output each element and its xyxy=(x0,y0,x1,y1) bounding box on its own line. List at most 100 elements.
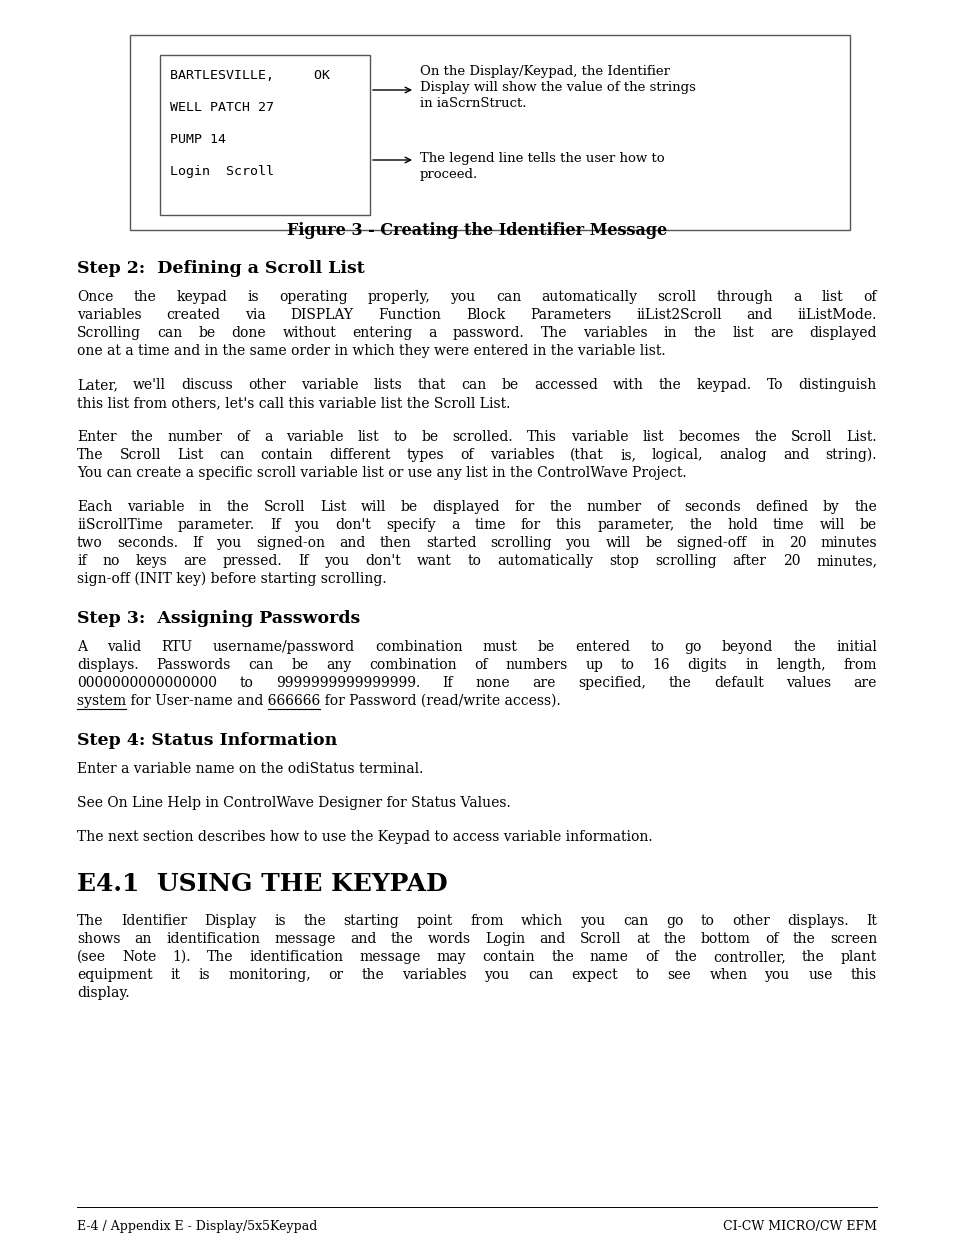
Text: list: list xyxy=(641,430,663,445)
Text: 20: 20 xyxy=(781,555,800,568)
Text: numbers: numbers xyxy=(505,658,567,672)
Text: 16: 16 xyxy=(652,658,669,672)
Text: 9999999999999999.: 9999999999999999. xyxy=(275,676,419,690)
Text: be: be xyxy=(400,500,417,514)
Text: a: a xyxy=(793,290,801,304)
Text: Display will show the value of the strings: Display will show the value of the strin… xyxy=(419,82,695,94)
Text: operating: operating xyxy=(278,290,347,304)
Text: bottom: bottom xyxy=(700,932,750,946)
Text: in: in xyxy=(198,500,213,514)
Text: two: two xyxy=(77,536,103,550)
Text: to: to xyxy=(636,968,649,982)
Text: identification: identification xyxy=(249,950,343,965)
Text: the: the xyxy=(753,430,776,445)
Text: becomes: becomes xyxy=(678,430,740,445)
Text: list: list xyxy=(821,290,842,304)
Text: Each: Each xyxy=(77,500,112,514)
Text: Enter: Enter xyxy=(77,430,116,445)
Text: password.: password. xyxy=(453,326,524,340)
Text: specify: specify xyxy=(386,517,436,532)
Text: you: you xyxy=(484,968,510,982)
Text: will: will xyxy=(360,500,386,514)
Text: want: want xyxy=(416,555,452,568)
Text: seconds: seconds xyxy=(683,500,740,514)
Text: for: for xyxy=(520,517,540,532)
Text: keypad: keypad xyxy=(176,290,227,304)
Text: The legend line tells the user how to: The legend line tells the user how to xyxy=(419,152,664,165)
Text: iiList2Scroll: iiList2Scroll xyxy=(636,308,721,322)
Text: other: other xyxy=(731,914,769,927)
Text: length,: length, xyxy=(776,658,825,672)
Text: other: other xyxy=(248,378,286,391)
Text: 20: 20 xyxy=(788,536,805,550)
Text: controller,: controller, xyxy=(713,950,785,965)
Text: List.: List. xyxy=(845,430,876,445)
Text: the: the xyxy=(133,290,156,304)
Text: from: from xyxy=(470,914,503,927)
Text: Enter a variable name on the odiStatus terminal.: Enter a variable name on the odiStatus t… xyxy=(77,762,423,776)
Text: the: the xyxy=(689,517,711,532)
Text: a: a xyxy=(264,430,273,445)
Text: pressed.: pressed. xyxy=(222,555,282,568)
Text: you: you xyxy=(450,290,476,304)
Text: scrolling: scrolling xyxy=(490,536,552,550)
Text: minutes,: minutes, xyxy=(815,555,876,568)
Text: parameter.: parameter. xyxy=(177,517,254,532)
Text: Block: Block xyxy=(465,308,505,322)
Text: different: different xyxy=(329,448,390,462)
Text: accessed: accessed xyxy=(534,378,598,391)
Text: variable: variable xyxy=(127,500,184,514)
Text: in iaScrnStruct.: in iaScrnStruct. xyxy=(419,98,526,110)
Text: a: a xyxy=(428,326,436,340)
Text: don't: don't xyxy=(335,517,371,532)
Text: are: are xyxy=(532,676,556,690)
Text: and: and xyxy=(782,448,809,462)
Text: is: is xyxy=(274,914,286,927)
Text: must: must xyxy=(482,640,517,655)
Text: List: List xyxy=(320,500,346,514)
Text: Scrolling: Scrolling xyxy=(77,326,141,340)
Text: you: you xyxy=(295,517,320,532)
Text: any: any xyxy=(326,658,351,672)
Text: for: for xyxy=(514,500,535,514)
Text: 1).: 1). xyxy=(172,950,191,965)
Text: Passwords: Passwords xyxy=(156,658,231,672)
Text: of: of xyxy=(644,950,658,965)
Text: go: go xyxy=(665,914,682,927)
Text: variables: variables xyxy=(77,308,141,322)
Text: can: can xyxy=(248,658,274,672)
Text: keypad.: keypad. xyxy=(696,378,751,391)
Text: string).: string). xyxy=(824,448,876,462)
Text: expect: expect xyxy=(571,968,618,982)
Text: discuss: discuss xyxy=(181,378,233,391)
Text: Once: Once xyxy=(77,290,113,304)
Text: The: The xyxy=(77,448,103,462)
Text: the: the xyxy=(227,500,250,514)
Text: the: the xyxy=(693,326,716,340)
Text: is: is xyxy=(198,968,210,982)
Text: will: will xyxy=(605,536,631,550)
Text: started: started xyxy=(425,536,476,550)
Text: be: be xyxy=(198,326,215,340)
Text: a: a xyxy=(451,517,458,532)
Text: Login: Login xyxy=(485,932,525,946)
Text: in: in xyxy=(760,536,774,550)
Text: Step 4: Status Information: Step 4: Status Information xyxy=(77,732,337,748)
Text: the: the xyxy=(674,950,697,965)
Text: and: and xyxy=(350,932,376,946)
Text: of: of xyxy=(862,290,876,304)
Text: scrolling: scrolling xyxy=(655,555,716,568)
Text: combination: combination xyxy=(369,658,456,672)
Text: use: use xyxy=(808,968,832,982)
Text: done: done xyxy=(232,326,266,340)
Text: which: which xyxy=(520,914,562,927)
Text: distinguish: distinguish xyxy=(798,378,876,391)
Text: see: see xyxy=(667,968,691,982)
Text: you: you xyxy=(764,968,790,982)
Text: Figure 3 - Creating the Identifier Message: Figure 3 - Creating the Identifier Messa… xyxy=(287,222,666,240)
Text: Scroll: Scroll xyxy=(790,430,832,445)
Text: can: can xyxy=(622,914,648,927)
Text: you: you xyxy=(324,555,350,568)
Text: The: The xyxy=(77,914,103,927)
Text: time: time xyxy=(474,517,505,532)
